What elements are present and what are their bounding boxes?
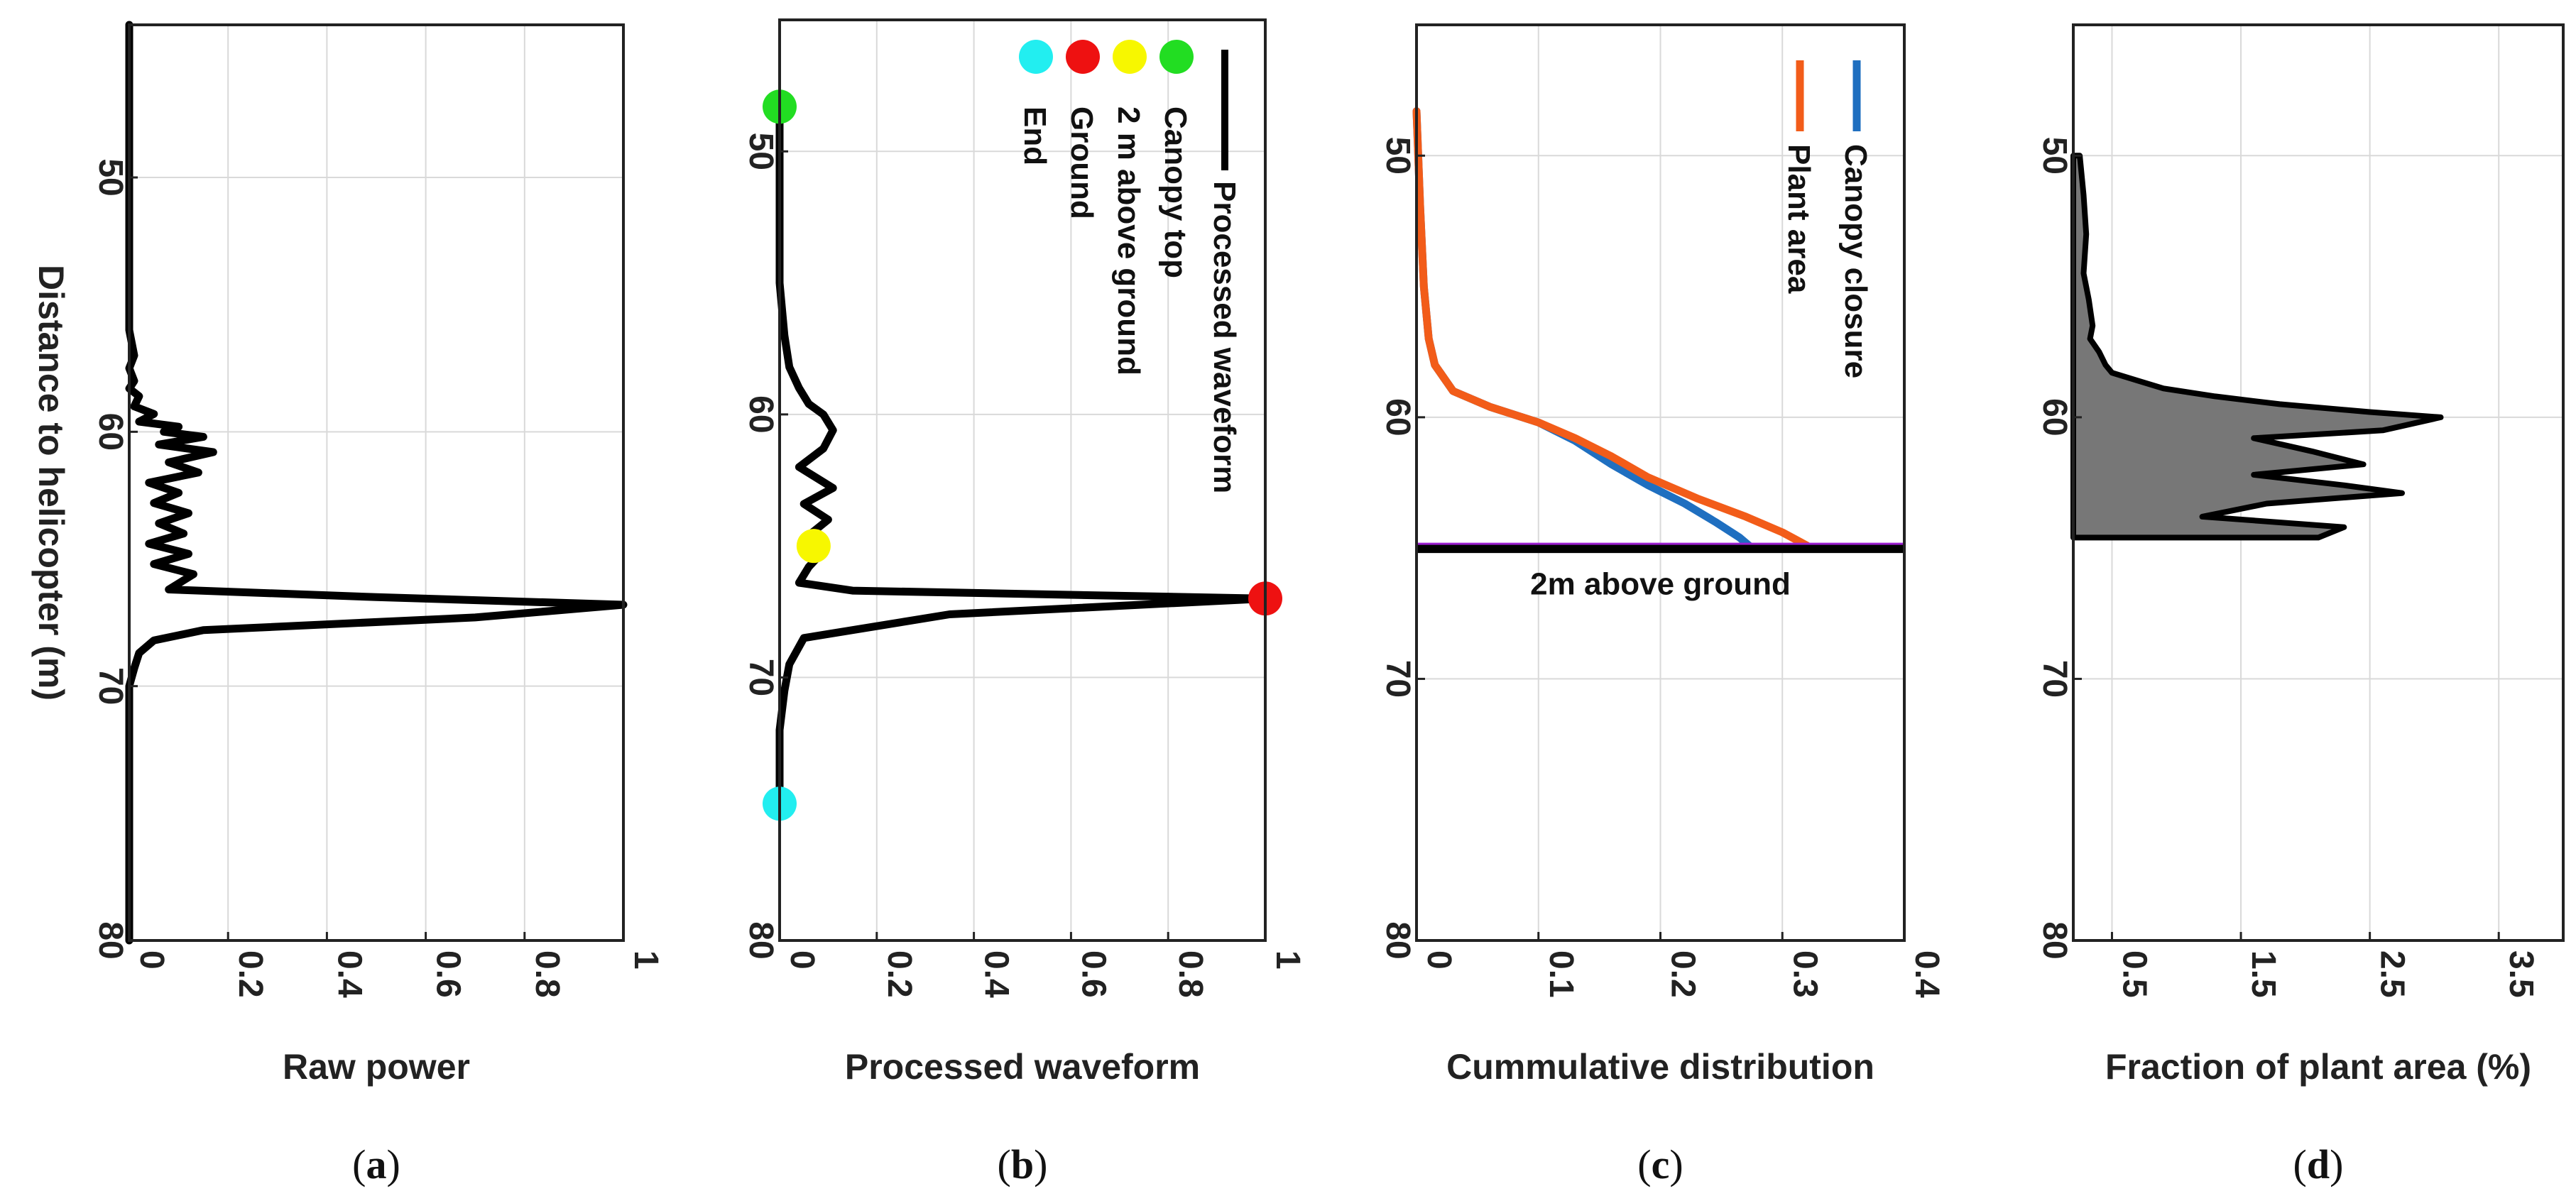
x-tick-label-b: 0.4 bbox=[978, 950, 1015, 998]
y-axis-label-a: Distance to helicopter (m) bbox=[31, 265, 71, 701]
x-tick-label-a: 0.6 bbox=[430, 950, 467, 998]
legend-b-label-end: End bbox=[1017, 106, 1052, 165]
x-tick-label-c: 0.3 bbox=[1786, 950, 1823, 998]
panel-c: 0 0.1 0.2 0.3 0.4 50 60 70 80 2m above ground C… bbox=[1379, 23, 1945, 1187]
series-line-a-0 bbox=[125, 21, 628, 945]
series-b bbox=[775, 102, 1270, 808]
y-tick-label-a: 60 bbox=[92, 413, 129, 451]
y-tick-label-c: 50 bbox=[1379, 137, 1417, 175]
caption-d: (d) bbox=[2293, 1141, 2344, 1187]
x-axis-label-c: Cummulative distribution bbox=[1446, 1047, 1874, 1087]
x-axis-label-a: Raw power bbox=[283, 1047, 470, 1087]
legend-b: Processed waveform Canopy top 2 m above … bbox=[1017, 40, 1242, 493]
caption-a: (a) bbox=[352, 1141, 400, 1187]
x-tick-label-b: 0 bbox=[783, 950, 821, 970]
marker-b-1 bbox=[796, 529, 831, 564]
x-ticks-d: 0.5 1.5 2.5 3.5 bbox=[2110, 932, 2540, 998]
y-tick-label-b: 70 bbox=[742, 659, 780, 696]
caption-letter-d: d bbox=[2307, 1141, 2330, 1187]
markers-b bbox=[763, 89, 1282, 821]
y-ticks-c: 50 60 70 80 bbox=[1379, 137, 1425, 960]
x-tick-label-a: 0 bbox=[133, 950, 170, 970]
annotation-2m-above-ground: 2m above ground bbox=[1530, 567, 1791, 602]
x-tick-label-b: 0.8 bbox=[1172, 950, 1209, 998]
series-line-c-0 bbox=[1412, 107, 1756, 552]
series-area-d bbox=[2070, 153, 2444, 541]
x-tick-label-b: 0.6 bbox=[1074, 950, 1112, 998]
x-tick-label-b: 1 bbox=[1269, 950, 1306, 970]
caption-letter-a: a bbox=[366, 1141, 387, 1187]
x-tick-label-d: 3.5 bbox=[2502, 950, 2540, 998]
y-tick-label-c: 60 bbox=[1379, 398, 1417, 436]
y-tick-label-a: 50 bbox=[92, 158, 129, 196]
x-tick-label-b: 0.2 bbox=[880, 950, 918, 998]
caption-c: (c) bbox=[1637, 1141, 1683, 1187]
grid-a bbox=[129, 25, 623, 940]
legend-c: Canopy closure Plant area bbox=[1781, 60, 1873, 378]
y-tick-label-d: 50 bbox=[2036, 137, 2073, 175]
y-tick-label-d: 70 bbox=[2036, 660, 2073, 698]
y-tick-label-a: 70 bbox=[92, 667, 129, 705]
x-tick-label-c: 0 bbox=[1420, 950, 1458, 970]
plot-frame-b bbox=[778, 18, 1267, 942]
legend-b-marker-end bbox=[1019, 40, 1053, 74]
legend-b-marker-ground bbox=[1066, 40, 1100, 74]
y-tick-label-a: 80 bbox=[92, 921, 129, 959]
y-tick-label-b: 60 bbox=[742, 395, 780, 433]
caption-letter-c: c bbox=[1652, 1141, 1670, 1187]
legend-b-marker-canopy-top bbox=[1159, 40, 1194, 74]
panel-d: 0.5 1.5 2.5 3.5 50 60 70 80 Fraction of plant … bbox=[2036, 23, 2565, 1187]
series-d bbox=[2070, 153, 2444, 541]
legend-b-line-label: Processed waveform bbox=[1207, 181, 1242, 493]
legend-c-label-canopy-closure: Canopy closure bbox=[1838, 144, 1873, 378]
legend-b-label-ground: Ground bbox=[1064, 106, 1099, 219]
x-tick-label-a: 0.8 bbox=[528, 950, 566, 998]
y-ticks-a: 50 60 70 80 bbox=[92, 158, 138, 960]
y-tick-label-c: 80 bbox=[1379, 921, 1417, 959]
caption-b: (b) bbox=[998, 1141, 1048, 1187]
series-c bbox=[1412, 107, 1904, 554]
y-tick-label-b: 80 bbox=[742, 921, 780, 959]
plot-frame-d bbox=[2072, 23, 2565, 942]
x-tick-label-a: 0.2 bbox=[231, 950, 269, 998]
legend-b-marker-2m bbox=[1113, 40, 1147, 74]
x-tick-label-a: 1 bbox=[627, 950, 665, 970]
y-ticks-d: 50 60 70 80 bbox=[2036, 137, 2082, 960]
x-ticks-a: 0 0.2 0.4 0.6 0.8 1 bbox=[128, 932, 665, 998]
legend-c-label-plant-area: Plant area bbox=[1781, 144, 1816, 294]
ground-line-c bbox=[1417, 543, 1904, 554]
caption-letter-b: b bbox=[1011, 1141, 1034, 1187]
x-tick-label-c: 0.2 bbox=[1664, 950, 1702, 998]
series-line-b-0 bbox=[775, 102, 1270, 808]
series-line-c-1 bbox=[1412, 107, 1811, 549]
x-tick-label-d: 0.5 bbox=[2115, 950, 2153, 998]
panel-a: 0 0.2 0.4 0.6 0.8 1 50 60 70 80 Raw power Distan… bbox=[31, 21, 665, 1187]
x-ticks-b: 0 0.2 0.4 0.6 0.8 1 bbox=[778, 932, 1306, 998]
y-tick-label-b: 50 bbox=[742, 133, 780, 170]
y-tick-label-c: 70 bbox=[1379, 660, 1417, 698]
x-tick-label-c: 0.1 bbox=[1542, 950, 1580, 998]
plot-frame-a bbox=[128, 23, 625, 942]
y-tick-label-d: 80 bbox=[2036, 921, 2073, 959]
x-axis-label-b: Processed waveform bbox=[845, 1047, 1200, 1087]
x-tick-label-d: 1.5 bbox=[2244, 950, 2282, 998]
series-a bbox=[125, 21, 628, 945]
x-axis-label-d: Fraction of plant area (%) bbox=[2105, 1047, 2531, 1087]
legend-b-label-2m: 2 m above ground bbox=[1111, 106, 1146, 375]
x-tick-label-c: 0.4 bbox=[1908, 950, 1945, 998]
x-tick-label-d: 2.5 bbox=[2374, 950, 2411, 998]
grid-b bbox=[780, 20, 1265, 940]
panel-b: 0 0.2 0.4 0.6 0.8 1 50 60 70 80 Processed wavefo… bbox=[742, 18, 1306, 1187]
x-tick-label-a: 0.4 bbox=[330, 950, 368, 998]
legend-b-label-canopy-top: Canopy top bbox=[1158, 106, 1193, 278]
x-ticks-c: 0 0.1 0.2 0.3 0.4 bbox=[1415, 932, 1945, 998]
y-tick-label-d: 60 bbox=[2036, 398, 2073, 436]
y-ticks-b: 50 60 70 80 bbox=[742, 133, 788, 960]
